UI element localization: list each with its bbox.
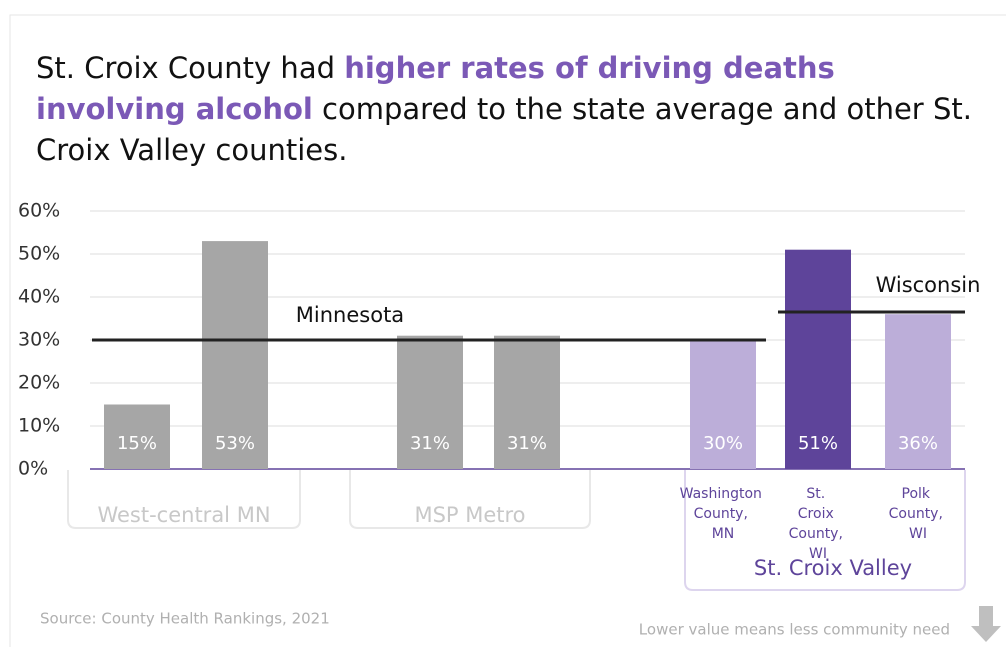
group-label: West-central MN	[97, 503, 270, 527]
data-label: 31%	[507, 433, 547, 454]
data-label: 15%	[117, 433, 157, 454]
frame	[9, 14, 1006, 647]
note: Lower value means less community need	[639, 621, 950, 639]
title-text: St. Croix County had	[36, 51, 345, 85]
y-tick-label: 60%	[18, 200, 60, 222]
bar	[397, 335, 463, 469]
title-text: compared to the state average and other …	[36, 92, 972, 167]
y-tick-label: 40%	[18, 286, 60, 308]
x-tick-label-line: County,	[789, 526, 848, 542]
y-tick-label: 20%	[18, 372, 60, 394]
data-label: 30%	[703, 433, 743, 454]
x-tick-label-line: St.	[806, 486, 829, 502]
x-tick-label-line: County,	[889, 506, 948, 522]
x-tick-label-line: Polk	[902, 486, 935, 502]
reference-label: Wisconsin	[876, 273, 981, 297]
x-tick-label-line: Croix	[798, 506, 838, 522]
x-tick-label-line: MN	[712, 526, 735, 542]
chart-title: St. Croix County had higher rates of dri…	[36, 48, 976, 171]
y-tick-label: 0%	[18, 458, 48, 480]
down-arrow-icon	[971, 606, 1001, 642]
x-tick-label-line: WI	[909, 526, 927, 542]
title-highlight: higher rates of driving deaths involving…	[36, 51, 835, 126]
bar	[785, 249, 851, 469]
data-label: 53%	[215, 433, 255, 454]
x-tick-label-line: County,	[694, 506, 753, 522]
bar	[885, 314, 951, 469]
bar	[690, 340, 756, 469]
bar	[494, 335, 560, 469]
y-tick-label: 10%	[18, 415, 60, 437]
x-tick-label-line: WI	[809, 546, 827, 562]
data-label: 51%	[798, 433, 838, 454]
group-label: MSP Metro	[414, 503, 525, 527]
x-tick-label-line: Washington	[680, 486, 767, 502]
x-tick-label: St. Croix County, WI	[789, 486, 848, 562]
data-label: 36%	[898, 433, 938, 454]
x-tick-label: Polk County, WI	[889, 486, 948, 542]
y-tick-label: 50%	[18, 243, 60, 265]
source: Source: County Health Rankings, 2021	[40, 610, 330, 628]
reference-label: Minnesota	[296, 303, 404, 327]
y-tick-label: 30%	[18, 329, 60, 351]
bar	[104, 404, 170, 469]
group-bracket	[67, 470, 301, 529]
x-tick-label: Washington County, MN	[680, 486, 767, 542]
group-label: St. Croix Valley	[754, 556, 912, 580]
group-bracket	[349, 470, 591, 529]
group-bracket	[684, 470, 966, 591]
bar	[202, 241, 268, 469]
data-label: 31%	[410, 433, 450, 454]
